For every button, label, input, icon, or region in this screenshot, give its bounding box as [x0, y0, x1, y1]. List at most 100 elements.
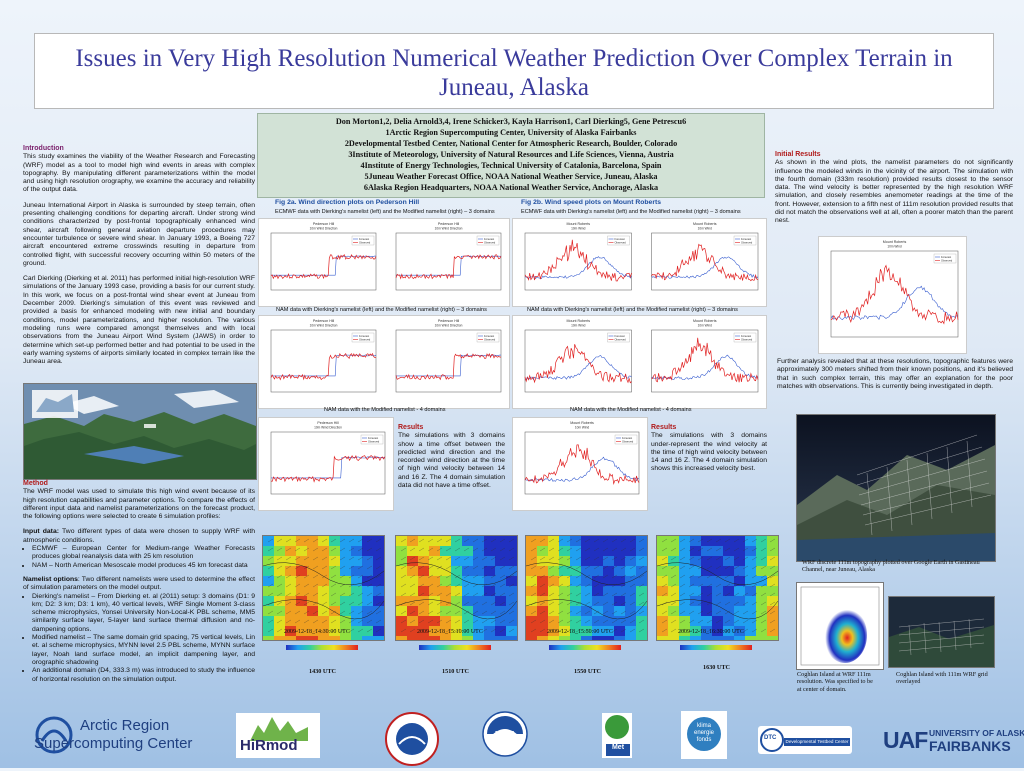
- wind-cell: [506, 586, 517, 596]
- wind-cell: [296, 566, 307, 576]
- wind-cell: [559, 566, 570, 576]
- wind-cell: [307, 626, 318, 636]
- wind-cell: [636, 596, 647, 606]
- wind-cell: [440, 596, 451, 606]
- wind-cell: [484, 596, 495, 606]
- wind-cell: [407, 576, 418, 586]
- wind-cell: [307, 556, 318, 566]
- wind-cell: [537, 616, 548, 626]
- wind-cell: [373, 596, 384, 606]
- wind-cell: [756, 566, 767, 576]
- wind-cell: [745, 576, 756, 586]
- uaf-logo-line2: FAIRBANKS: [929, 738, 1011, 754]
- wind-cell: [396, 536, 407, 546]
- wind-cell: [340, 586, 351, 596]
- legend-forecast: Forecast: [368, 436, 378, 440]
- wind-cell: [473, 596, 484, 606]
- wind-cell: [712, 566, 723, 576]
- wind-cell: [362, 566, 373, 576]
- wind-cell: [701, 546, 712, 556]
- wind-cell: [734, 596, 745, 606]
- observed-line: [651, 243, 759, 282]
- wind-cell: [712, 636, 723, 640]
- fig2b-plot-row2: Mount Roberts 10m Wind Forecast Observed Mou…: [512, 315, 767, 409]
- wind-cell: [570, 556, 581, 566]
- namelist-label: Namelist options: [23, 575, 78, 583]
- wind-cell: [462, 556, 473, 566]
- wind-cell: [745, 616, 756, 626]
- wind-cell: [701, 636, 712, 640]
- wind-cell: [690, 636, 701, 640]
- wind-cell: [484, 536, 495, 546]
- wind-cell: [396, 576, 407, 586]
- wind-cell: [462, 606, 473, 616]
- wind-cell: [329, 636, 340, 640]
- introduction-heading: Introduction: [23, 145, 64, 152]
- wind-cell: [734, 546, 745, 556]
- wind-cell: [767, 596, 778, 606]
- wind-cell: [679, 556, 690, 566]
- wind-cell: [263, 536, 274, 546]
- list-item: NAM – North American Mesoscale model pro…: [32, 562, 255, 570]
- wind-cell: [559, 576, 570, 586]
- wind-cell: [307, 546, 318, 556]
- legend-observed: Observed: [622, 440, 634, 444]
- wind-cell: [636, 636, 647, 640]
- wind-cell: [690, 566, 701, 576]
- wind-map: [262, 535, 385, 641]
- fig2a-results-text: The simulations with 3 domains show a ti…: [398, 432, 505, 490]
- wind-cell: [285, 576, 296, 586]
- legend-forecast: Forecast: [615, 237, 625, 241]
- wind-cell: [307, 606, 318, 616]
- wind-cell: [407, 546, 418, 556]
- wind-cell: [767, 546, 778, 556]
- wind-cell: [592, 576, 603, 586]
- wind-cell: [351, 576, 362, 586]
- wind-cell: [537, 626, 548, 636]
- fig2b-heading: Fig 2b. Wind speed plots on Mount Robert…: [521, 199, 662, 206]
- mini-plot-title: Mount Roberts: [693, 319, 717, 323]
- wind-cell: [756, 536, 767, 546]
- method-section: Method The WRF model was used to simulat…: [23, 480, 255, 684]
- fig2a-caption-bottom: NAM data with the Modified namelist - 4 …: [324, 407, 446, 413]
- wind-cell: [603, 606, 614, 616]
- wind-cell: [603, 556, 614, 566]
- wind-cell: [668, 536, 679, 546]
- wind-cell: [318, 636, 329, 640]
- wind-cell: [307, 616, 318, 626]
- wind-cell: [495, 626, 506, 636]
- wind-cell: [767, 556, 778, 566]
- wind-cell: [418, 636, 429, 640]
- wind-cell: [690, 536, 701, 546]
- wind-cell: [592, 566, 603, 576]
- wind-cell: [351, 616, 362, 626]
- wind-cell: [473, 566, 484, 576]
- map-label: 1510 UTC: [442, 668, 469, 675]
- wind-cell: [570, 626, 581, 636]
- wind-cell: [462, 596, 473, 606]
- title-box: Issues in Very High Resolution Numerical…: [34, 33, 994, 109]
- wind-cell: [473, 636, 484, 640]
- input-data-block: Input data: Two different types of data …: [23, 528, 255, 569]
- wind-cell: [668, 606, 679, 616]
- list-item: Modified namelist – The same domain grid…: [32, 634, 255, 667]
- wind-cell: [440, 576, 451, 586]
- wind-cell: [745, 536, 756, 546]
- wind-cell: [274, 546, 285, 556]
- noaa-logo-text: NOAA: [495, 731, 516, 738]
- input-data-list: ECMWF – European Center for Medium-range…: [23, 545, 255, 570]
- wind-cell: [495, 596, 506, 606]
- wind-cell: [690, 546, 701, 556]
- map-colorbar: [680, 645, 752, 650]
- wind-cell: [690, 616, 701, 626]
- wind-cell: [548, 596, 559, 606]
- wind-cell: [570, 586, 581, 596]
- wind-cell: [625, 596, 636, 606]
- wind-cell: [418, 556, 429, 566]
- wind-cell: [373, 636, 384, 640]
- wind-cell: [745, 586, 756, 596]
